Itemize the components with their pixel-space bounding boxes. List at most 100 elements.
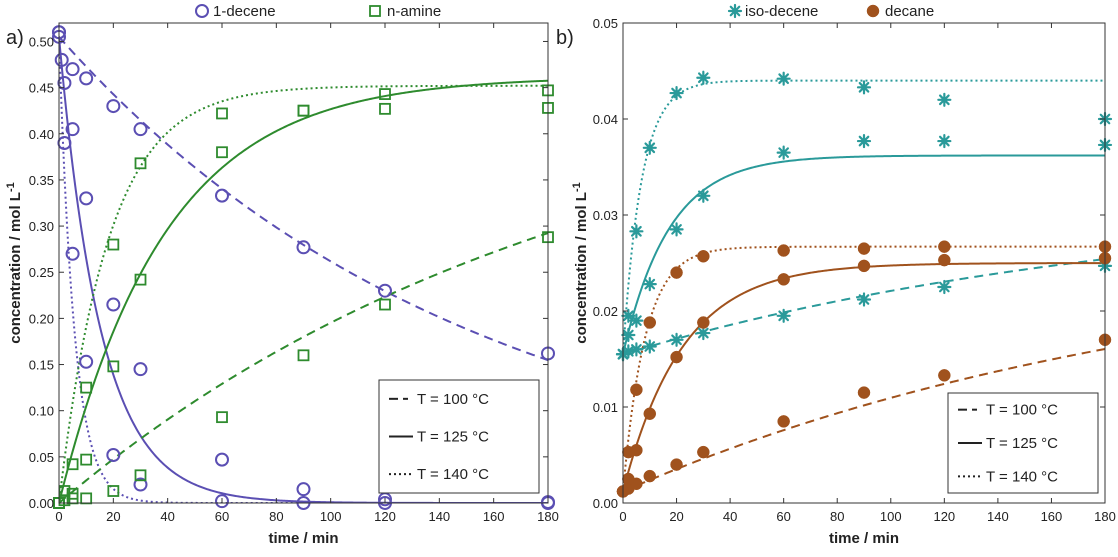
x-tick-label: 0 <box>55 509 62 524</box>
fit-curve-decane-dashed <box>623 348 1105 493</box>
data-point-1-decene <box>79 191 94 206</box>
data-point-1-decene <box>296 240 311 255</box>
y-tick-label: 0.35 <box>29 173 54 188</box>
plot-frame <box>622 22 1106 504</box>
data-point-1-decene <box>215 494 229 509</box>
y-tick-label: 0.05 <box>593 16 618 31</box>
data-point-n-amine <box>66 458 79 471</box>
data-point-n-amine <box>216 107 228 120</box>
data-point-n-amine <box>80 453 93 466</box>
legend-label-n-amine: n-amine <box>387 3 441 20</box>
x-tick-label: 80 <box>830 509 844 524</box>
data-point-iso-decene <box>629 313 644 328</box>
data-point-iso-decene <box>629 342 644 357</box>
x-axis-label: time / min <box>829 530 899 547</box>
data-point-iso-decene <box>856 133 872 149</box>
data-point-n-amine <box>134 469 147 482</box>
legend-line-label: T = 100 °C <box>417 391 489 408</box>
y-tick-label: 0.02 <box>593 304 618 319</box>
x-tick-label: 100 <box>320 509 342 524</box>
data-point-1-decene <box>65 246 80 261</box>
data-point-n-amine <box>80 381 93 394</box>
data-point-iso-decene <box>629 224 644 239</box>
data-point-iso-decene <box>937 133 952 149</box>
data-point-iso-decene <box>642 277 657 292</box>
x-tick-label: 20 <box>106 509 120 524</box>
data-point-iso-decene <box>621 344 636 359</box>
x-axis-label: time / min <box>268 530 338 547</box>
data-point-n-amine <box>297 104 310 117</box>
data-point-1-decene <box>57 76 72 90</box>
data-point-decane <box>777 273 790 286</box>
data-point-n-amine <box>379 298 391 311</box>
fit-curve-iso-decene-dashed <box>623 258 1105 356</box>
data-point-1-decene <box>133 362 148 377</box>
data-point-n-amine <box>134 157 147 170</box>
data-point-n-amine <box>134 273 147 286</box>
data-point-1-decene <box>106 99 121 114</box>
data-point-1-decene <box>133 477 148 492</box>
data-point-decane <box>643 316 657 329</box>
data-point-n-amine <box>80 492 93 505</box>
data-point-1-decene <box>215 188 229 203</box>
legend-marker-iso-decene <box>727 3 743 19</box>
legend-line-label: T = 140 °C <box>986 468 1058 485</box>
x-tick-label: 40 <box>723 509 737 524</box>
data-point-iso-decene <box>642 339 657 354</box>
x-tick-label: 180 <box>537 509 559 524</box>
y-tick-label: 0.30 <box>29 219 54 234</box>
data-point-decane <box>777 415 790 428</box>
data-point-decane <box>938 369 951 382</box>
data-point-1-decene <box>378 283 392 298</box>
x-tick-label: 180 <box>1094 509 1116 524</box>
data-point-iso-decene <box>696 70 711 85</box>
x-tick-label: 60 <box>776 509 790 524</box>
x-tick-label: 160 <box>1041 509 1063 524</box>
legend-label-1-decene: 1-decene <box>213 3 276 20</box>
y-tick-label: 0.05 <box>29 450 54 465</box>
data-point-decane <box>697 445 710 459</box>
y-axis-label: concentration / mol L-1 <box>5 182 24 343</box>
data-point-decane <box>670 458 683 471</box>
data-point-decane <box>670 266 683 279</box>
data-point-iso-decene <box>856 292 872 307</box>
data-point-decane <box>643 469 657 483</box>
data-point-n-amine <box>66 487 79 500</box>
legend-line-label: T = 100 °C <box>986 402 1058 419</box>
data-point-iso-decene <box>776 71 791 86</box>
data-point-iso-decene <box>937 92 952 107</box>
data-point-decane <box>777 244 790 257</box>
panel-label: b) <box>556 27 574 49</box>
data-point-n-amine <box>216 146 228 159</box>
x-tick-label: 140 <box>428 509 450 524</box>
legend-label-iso-decene: iso-decene <box>745 3 818 20</box>
y-tick-label: 0.40 <box>29 127 54 142</box>
data-point-iso-decene <box>642 140 657 155</box>
y-tick-label: 0.20 <box>29 311 54 326</box>
y-tick-label: 0.25 <box>29 265 54 280</box>
y-tick-label: 0.04 <box>593 112 618 127</box>
fit-curve-iso-decene-dotted <box>623 79 1105 355</box>
x-tick-label: 40 <box>160 509 174 524</box>
plot-frame <box>58 22 549 504</box>
panel-label: a) <box>6 27 24 49</box>
data-point-1-decene <box>106 297 121 312</box>
data-point-1-decene <box>54 52 69 67</box>
data-point-iso-decene <box>669 222 684 237</box>
data-point-iso-decene <box>937 279 952 295</box>
y-tick-label: 0.45 <box>29 81 54 96</box>
x-tick-label: 120 <box>933 509 955 524</box>
data-point-decane <box>697 250 710 263</box>
y-tick-label: 0.15 <box>29 358 54 373</box>
data-point-iso-decene <box>696 325 711 341</box>
data-point-iso-decene <box>776 145 791 160</box>
legend-marker-n-amine <box>369 5 381 17</box>
data-point-n-amine <box>379 102 391 115</box>
data-point-decane <box>670 350 683 364</box>
data-point-1-decene <box>133 122 148 137</box>
data-point-iso-decene <box>621 308 636 323</box>
x-tick-label: 0 <box>619 509 626 524</box>
data-point-1-decene <box>79 354 94 369</box>
data-point-decane <box>643 407 657 420</box>
data-point-1-decene <box>57 136 72 150</box>
